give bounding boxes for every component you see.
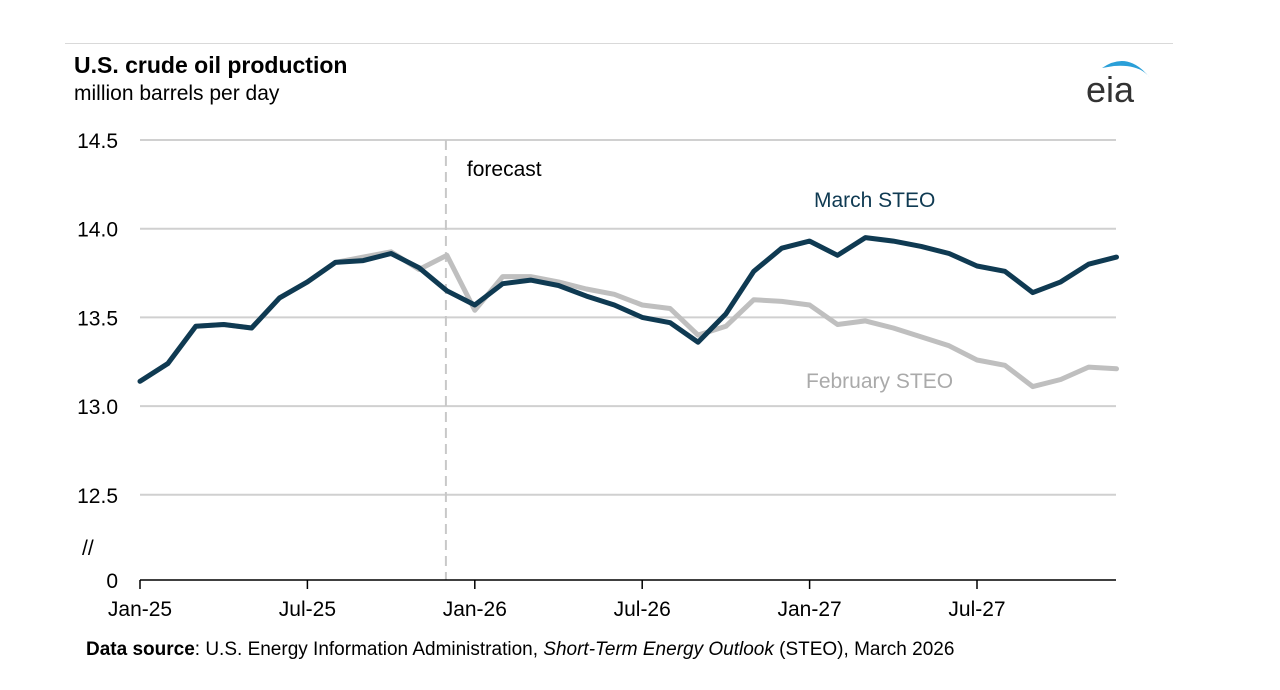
series-layer (137, 235, 1119, 390)
x-tick-label: Jul-27 (948, 598, 1005, 621)
logo-text: eia (1086, 69, 1135, 106)
data-source-note: Data source: U.S. Energy Information Adm… (86, 639, 954, 661)
source-label: Data source (86, 639, 195, 660)
y-tick-label: 13.0 (77, 396, 118, 419)
y-tick-label: 12.5 (77, 485, 118, 508)
source-text-before: : U.S. Energy Information Administration… (194, 639, 544, 660)
eia-logo: eia (1084, 54, 1156, 110)
february-steo-line (137, 249, 1119, 390)
chart-subtitle: million barrels per day (74, 82, 280, 105)
x-tick-label: Jan-27 (777, 598, 841, 621)
axis-layer (139, 579, 1116, 589)
source-text-after: (STEO), March 2026 (773, 639, 955, 660)
label-layer: 14.5 14.0 13.5 13.0 12.5 0 // Jan-25 Jul-25 Jan-2… (77, 130, 1005, 621)
march-steo-label: March STEO (814, 189, 935, 212)
y-tick-label: 14.5 (77, 130, 118, 153)
axis-break-marker: // (82, 537, 94, 560)
top-rule (65, 43, 1173, 44)
march-steo-line (137, 235, 1119, 384)
x-tick-label: Jul-26 (614, 598, 671, 621)
x-tick-label: Jul-25 (279, 598, 336, 621)
y-tick-label: 0 (106, 570, 118, 593)
forecast-label: forecast (467, 158, 542, 181)
february-steo-label: February STEO (806, 370, 953, 393)
x-tick-label: Jan-25 (108, 598, 172, 621)
source-italic: Short-Term Energy Outlook (543, 639, 774, 660)
chart-title: U.S. crude oil production (74, 52, 348, 78)
y-tick-label: 13.5 (77, 307, 118, 330)
y-tick-label: 14.0 (77, 219, 118, 242)
grid-layer (140, 139, 1116, 496)
x-tick-label: Jan-26 (443, 598, 507, 621)
